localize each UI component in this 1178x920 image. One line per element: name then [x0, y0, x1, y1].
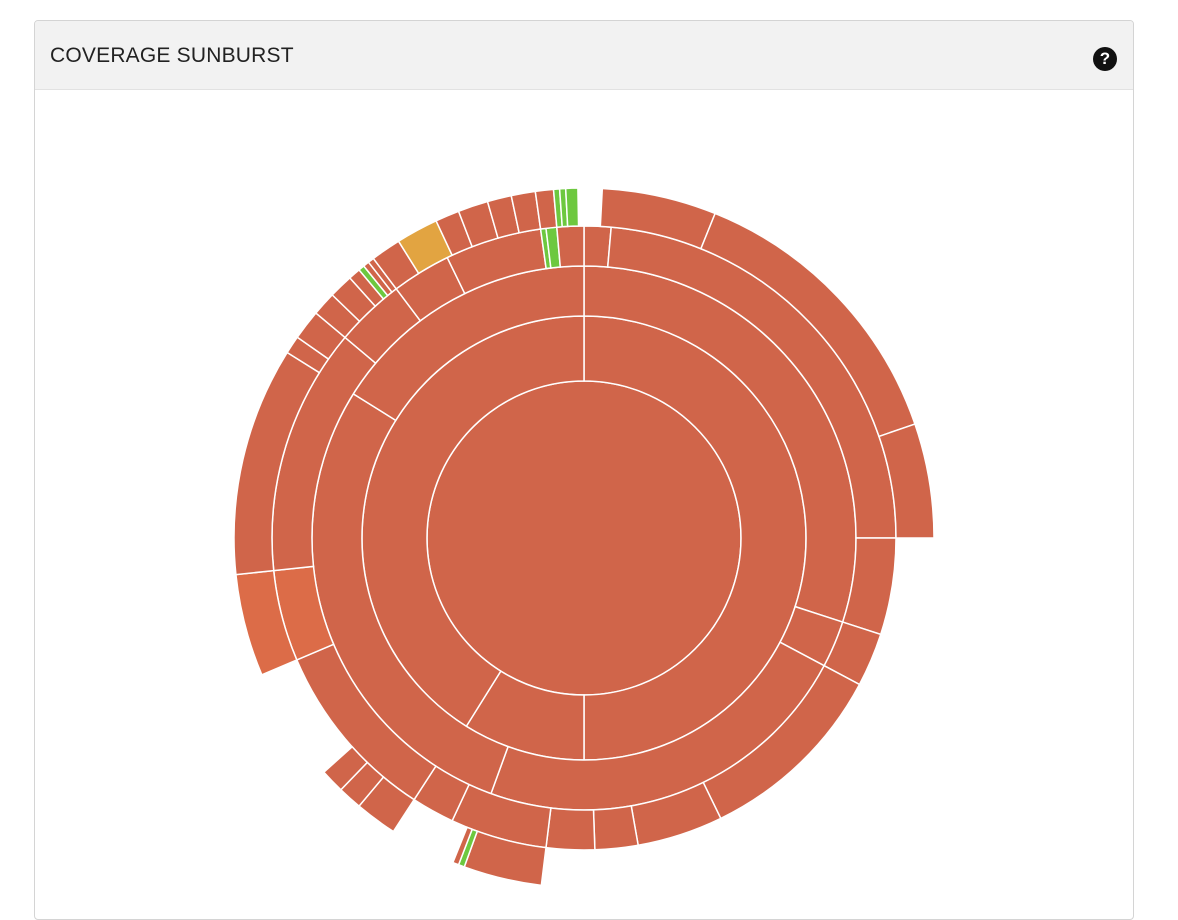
sunburst-segment-d4-56[interactable]: [564, 187, 580, 228]
sunburst-segment-d4-33[interactable]: [451, 826, 474, 866]
sunburst-segment-d3-9[interactable]: [583, 225, 613, 268]
sunburst-segment-d3-16[interactable]: [545, 807, 596, 851]
sunburst-segment-d4-30[interactable]: [878, 423, 935, 539]
sunburst-segment-d4-36[interactable]: [322, 745, 369, 791]
sunburst-chart: [233, 187, 935, 887]
question-circle-icon[interactable]: ?: [1093, 47, 1117, 71]
sunburst-segment-d3-15[interactable]: [592, 804, 640, 851]
sunburst-segment-d0-0[interactable]: [426, 380, 742, 696]
sunburst-segment-d3-27[interactable]: [555, 225, 585, 268]
panel-header: COVERAGE SUNBURST ?: [35, 21, 1133, 90]
panel-title: COVERAGE SUNBURST: [50, 44, 294, 67]
